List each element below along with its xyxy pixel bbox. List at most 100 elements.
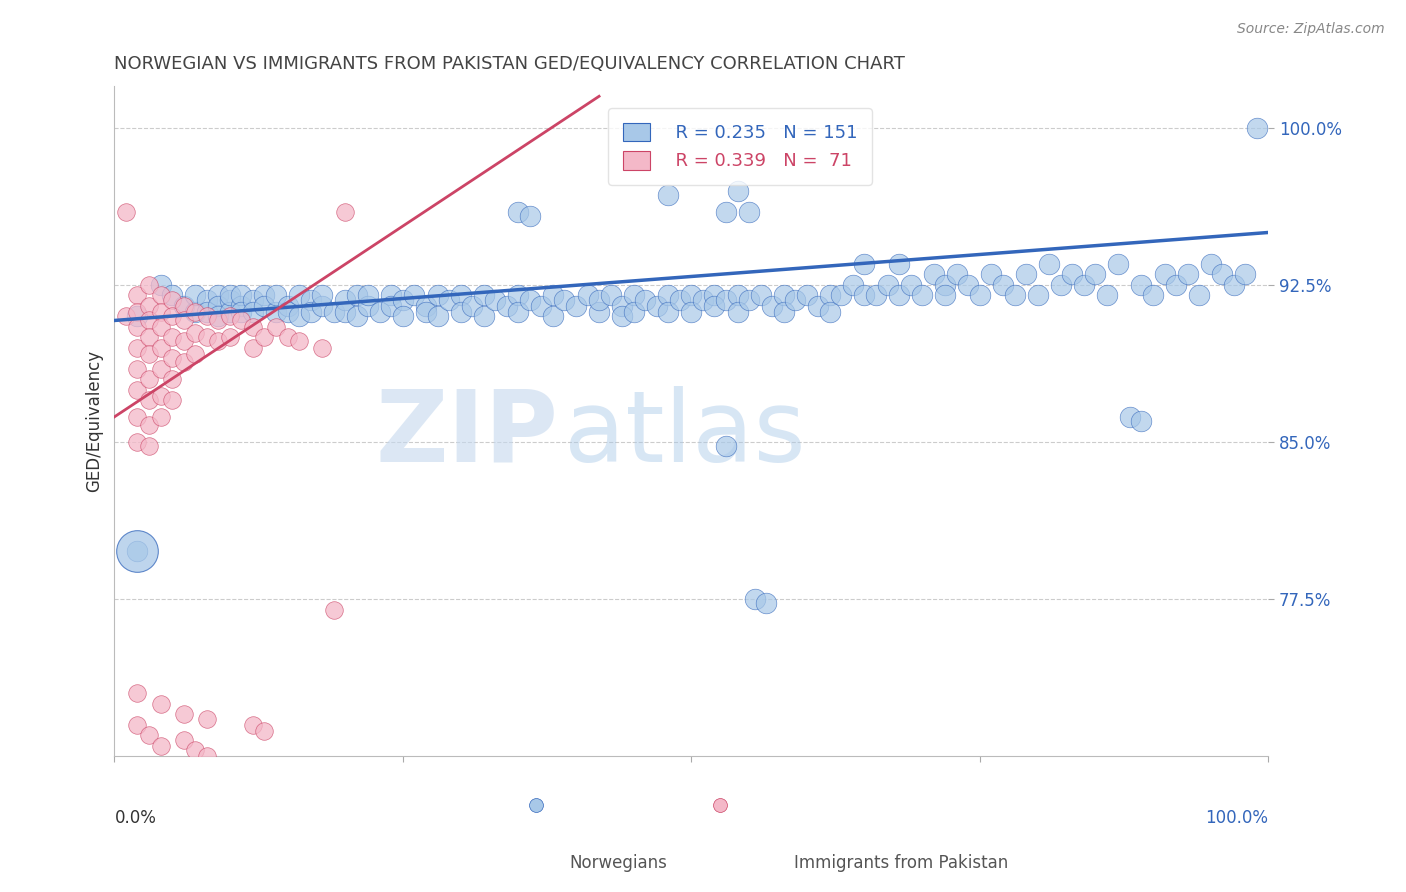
Point: [703, 299, 725, 313]
Point: [1107, 257, 1129, 271]
Point: [495, 299, 517, 313]
Point: [138, 313, 160, 327]
Point: [149, 341, 172, 355]
Point: [322, 305, 344, 319]
Point: [173, 299, 195, 313]
Point: [149, 361, 172, 376]
Point: [1211, 268, 1233, 282]
Point: [127, 383, 149, 397]
Point: [727, 288, 749, 302]
Point: [1026, 288, 1049, 302]
Point: [426, 288, 449, 302]
Text: Norwegians: Norwegians: [569, 855, 668, 872]
Point: [657, 305, 679, 319]
Point: [508, 288, 530, 302]
Point: [231, 288, 253, 302]
Point: [404, 288, 426, 302]
Point: [207, 313, 229, 327]
Point: [876, 277, 898, 292]
Point: [1049, 277, 1071, 292]
Point: [1234, 268, 1257, 282]
Point: [322, 602, 344, 616]
Point: [380, 299, 402, 313]
Point: [969, 288, 991, 302]
Point: [138, 330, 160, 344]
Point: [461, 299, 484, 313]
Point: [138, 760, 160, 774]
Point: [127, 341, 149, 355]
Point: [957, 277, 980, 292]
Point: [184, 288, 207, 302]
Point: [149, 319, 172, 334]
Legend:   R = 0.235   N = 151,   R = 0.339   N =  71: R = 0.235 N = 151, R = 0.339 N = 71: [609, 108, 872, 185]
Point: [1153, 268, 1175, 282]
Point: [138, 728, 160, 742]
Point: [231, 313, 253, 327]
Point: [357, 288, 380, 302]
Point: [207, 334, 229, 349]
Point: [195, 310, 218, 324]
Point: [195, 330, 218, 344]
Point: [796, 288, 818, 302]
Point: [744, 592, 766, 607]
Point: [541, 288, 564, 302]
Point: [160, 330, 183, 344]
Point: [335, 305, 357, 319]
Point: [160, 293, 183, 307]
Point: [1130, 277, 1153, 292]
Point: [218, 305, 240, 319]
Point: [173, 334, 195, 349]
Point: [541, 310, 564, 324]
Point: [553, 293, 575, 307]
Point: [160, 351, 183, 366]
Point: [149, 770, 172, 784]
Point: [276, 305, 298, 319]
Point: [887, 288, 910, 302]
Point: [818, 305, 841, 319]
Point: [588, 305, 610, 319]
Point: [623, 305, 645, 319]
Point: [138, 418, 160, 433]
Point: [450, 288, 472, 302]
Point: [703, 288, 725, 302]
Point: [934, 288, 956, 302]
Point: [127, 305, 149, 319]
Point: [714, 204, 737, 219]
Point: [160, 372, 183, 386]
Point: [138, 277, 160, 292]
Point: [772, 305, 794, 319]
Point: [530, 299, 553, 313]
Point: [727, 305, 749, 319]
Text: atlas: atlas: [564, 386, 806, 483]
Point: [242, 341, 264, 355]
Point: [115, 310, 138, 324]
Point: [264, 288, 287, 302]
Point: [311, 341, 333, 355]
Point: [288, 288, 311, 302]
Point: [264, 319, 287, 334]
Point: [761, 299, 783, 313]
Point: [818, 288, 841, 302]
Point: [1073, 277, 1095, 292]
Point: [785, 293, 807, 307]
Point: [807, 299, 830, 313]
Point: [346, 310, 368, 324]
Point: [1177, 268, 1199, 282]
Point: [1004, 288, 1026, 302]
Point: [127, 409, 149, 424]
Point: [195, 305, 218, 319]
Point: [657, 288, 679, 302]
Point: [508, 204, 530, 219]
Point: [253, 330, 276, 344]
Point: [127, 544, 149, 558]
Point: [218, 330, 240, 344]
Point: [714, 439, 737, 453]
Point: [138, 393, 160, 408]
Point: [1142, 288, 1164, 302]
Point: [519, 209, 541, 223]
Point: [311, 288, 333, 302]
Point: [508, 305, 530, 319]
Point: [749, 288, 772, 302]
Point: [127, 686, 149, 700]
Point: [576, 288, 599, 302]
